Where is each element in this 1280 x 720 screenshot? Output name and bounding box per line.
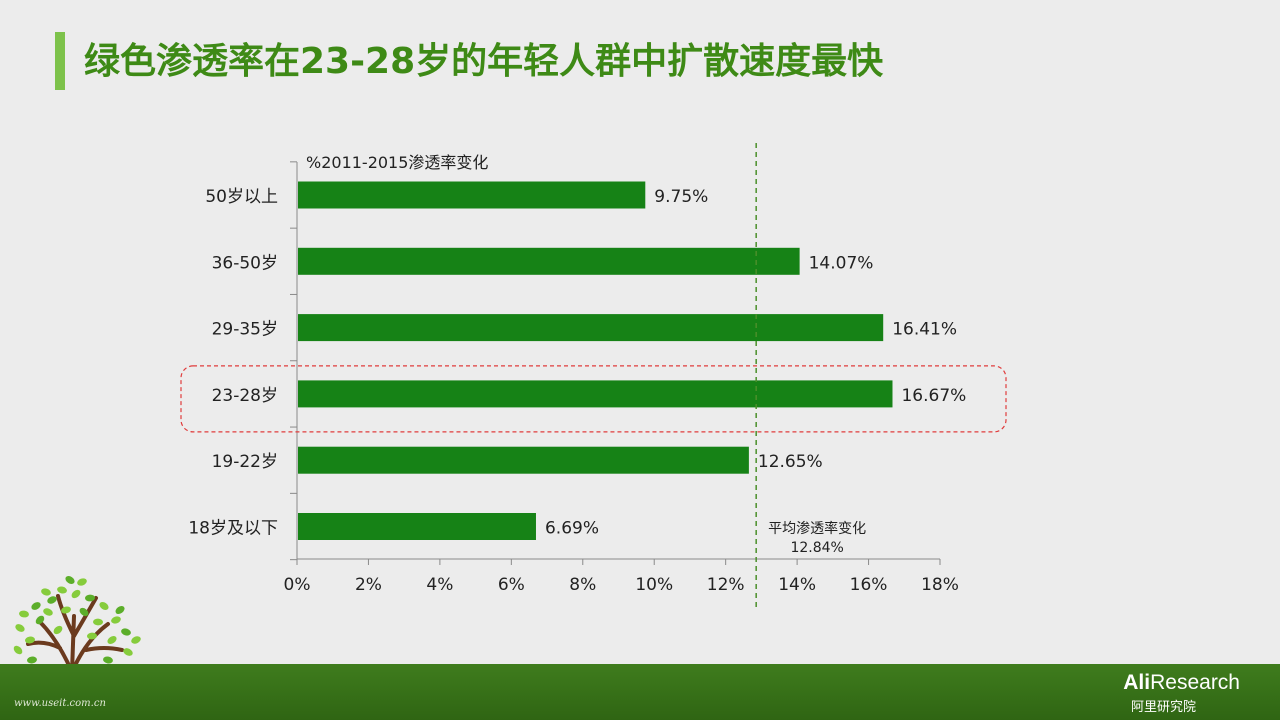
category-label: 23-28岁 xyxy=(212,386,278,406)
value-label: 14.07% xyxy=(809,253,874,273)
chart-bars: 50岁以上 9.75% 36-50岁 14.07% 29-35岁 16.41% 23-28岁… xyxy=(188,181,966,540)
title-accent-bar xyxy=(55,32,65,90)
chart-axes: 0% 2% 4% 6% 8% 10% 12% 14% 16% 18% xyxy=(284,161,959,595)
footer-band xyxy=(0,664,1280,720)
aliresearch-logo: AliResearch xyxy=(1123,671,1240,695)
tree-leaf xyxy=(85,594,95,602)
category-label: 18岁及以下 xyxy=(188,519,278,539)
value-label: 12.65% xyxy=(758,452,823,472)
value-label: 9.75% xyxy=(654,187,708,207)
tree-leaf xyxy=(71,589,81,599)
chart-overlays: 平均渗透率变化 12.84% xyxy=(180,143,1007,608)
slide-title: 绿色渗透率在23-28岁的年轻人群中扩散速度最快 xyxy=(84,41,884,82)
tree-leaf xyxy=(53,625,63,635)
tree-decoration xyxy=(13,576,141,720)
bar xyxy=(298,513,536,540)
average-label: 平均渗透率变化 xyxy=(768,520,866,537)
bar xyxy=(298,314,884,342)
logo-ali: Ali xyxy=(1123,671,1151,694)
tree-leaf xyxy=(47,596,57,604)
tree-leaf xyxy=(61,606,71,614)
tree-leaf xyxy=(93,618,103,626)
tree-leaf xyxy=(65,576,75,584)
x-tick-label: 4% xyxy=(426,575,453,595)
tree-leaf xyxy=(131,636,141,644)
tree-leaf xyxy=(121,628,131,636)
x-tick-label: 10% xyxy=(635,575,673,595)
x-tick-label: 2% xyxy=(355,575,382,595)
tree-leaf xyxy=(13,645,23,655)
category-label: 50岁以上 xyxy=(205,187,278,207)
tree-leaf xyxy=(123,648,133,656)
tree-leaf xyxy=(57,586,67,594)
bar xyxy=(298,446,749,474)
tree-leaf xyxy=(115,605,125,615)
category-label: 36-50岁 xyxy=(212,253,278,273)
bar xyxy=(298,181,646,209)
x-tick-label: 16% xyxy=(850,575,888,595)
watermark-text: www.useit.com.cn xyxy=(14,698,106,709)
chart-title: %2011-2015渗透率变化 xyxy=(306,153,488,172)
bar xyxy=(298,247,800,275)
x-tick-label: 14% xyxy=(778,575,816,595)
tree-leaf xyxy=(31,602,41,610)
highlight-box xyxy=(180,365,1007,433)
tree-leaf xyxy=(25,636,35,644)
tree-leaf xyxy=(41,588,51,596)
category-label: 29-35岁 xyxy=(212,320,278,340)
x-tick-label: 12% xyxy=(707,575,745,595)
tree-leaf xyxy=(77,578,87,586)
tree-leaf xyxy=(87,632,97,640)
value-label: 6.69% xyxy=(545,519,599,539)
x-tick-label: 6% xyxy=(498,575,525,595)
tree-leaf xyxy=(43,608,53,616)
x-tick-label: 0% xyxy=(284,575,311,595)
tree-leaf xyxy=(79,607,89,617)
tree-leaf xyxy=(35,615,45,625)
tree-leaf xyxy=(27,656,37,664)
logo-research: Research xyxy=(1150,671,1240,694)
tree-leaf xyxy=(19,610,29,618)
tree-leaf xyxy=(15,624,25,632)
tree-leaf xyxy=(111,616,121,624)
category-label: 19-22岁 xyxy=(212,452,278,472)
tree-leaf xyxy=(107,636,117,644)
tree-leaf xyxy=(103,656,113,664)
bar xyxy=(298,380,893,408)
logo-chinese: 阿里研究院 xyxy=(1130,700,1196,715)
value-label: 16.41% xyxy=(892,320,957,340)
tree-trunk xyxy=(26,594,124,720)
value-label: 16.67% xyxy=(901,386,966,406)
x-tick-label: 8% xyxy=(569,575,596,595)
x-tick-label: 18% xyxy=(921,575,959,595)
average-value-label: 12.84% xyxy=(790,540,843,556)
tree-leaf xyxy=(99,602,109,610)
